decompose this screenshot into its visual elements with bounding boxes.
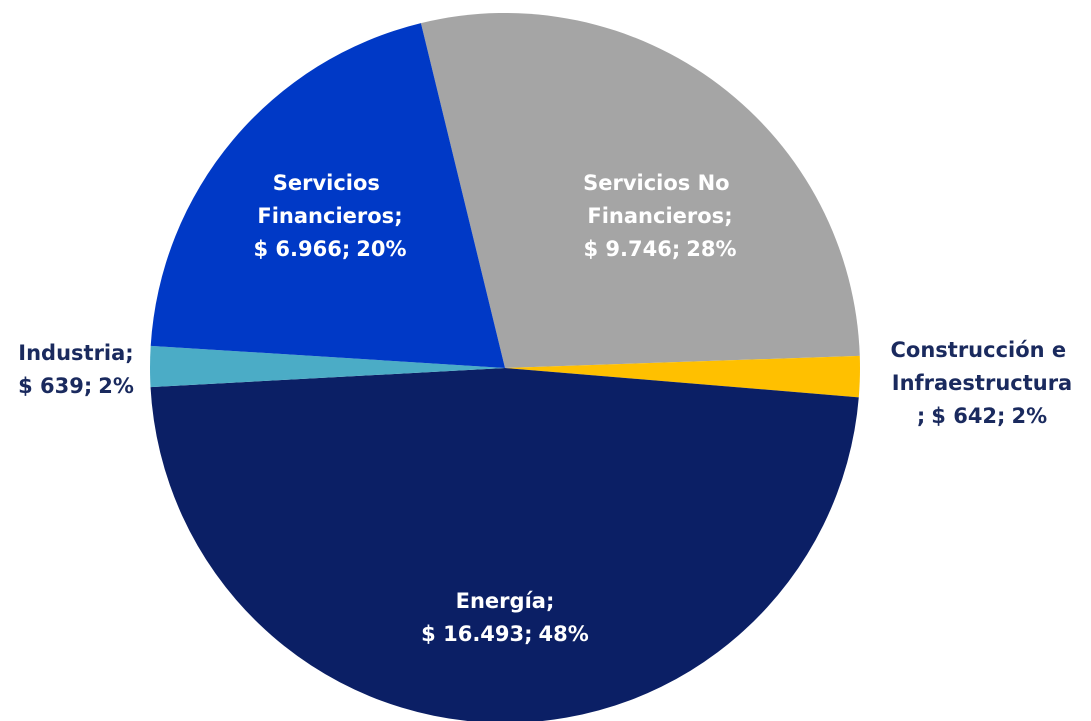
pie-slice bbox=[420, 12, 860, 368]
separator: ; bbox=[524, 622, 532, 646]
percent-label: 2% bbox=[98, 374, 134, 398]
percent-label: 20% bbox=[356, 237, 406, 261]
value-label: $ 6.966 bbox=[253, 237, 341, 261]
pie-slice bbox=[149, 345, 505, 388]
name-line: Energía bbox=[456, 589, 546, 613]
percent-label: 28% bbox=[686, 237, 736, 261]
value-label: $ 9.746 bbox=[583, 237, 671, 261]
value-label: $ 639 bbox=[18, 374, 84, 398]
category-name: Servicios No Financieros bbox=[583, 171, 737, 228]
category-name: Industria bbox=[18, 341, 125, 365]
separator: ; bbox=[84, 374, 92, 398]
category-name: Servicios Financieros bbox=[257, 171, 394, 228]
name-line: Servicios No bbox=[583, 171, 737, 195]
value-label: $ 16.493 bbox=[421, 622, 524, 646]
data-label: Industria; $ 639; 2% bbox=[18, 341, 134, 398]
percent-label: 48% bbox=[539, 622, 589, 646]
separator: ; bbox=[997, 404, 1005, 428]
separator: ; bbox=[394, 204, 402, 228]
name-line: Infraestructura bbox=[892, 371, 1072, 395]
separator: ; bbox=[917, 404, 925, 428]
data-label: Energía; $ 16.493; 48% bbox=[421, 589, 589, 646]
separator: ; bbox=[672, 237, 680, 261]
pie-slice bbox=[150, 23, 505, 368]
name-line: Servicios bbox=[273, 171, 388, 195]
data-label: Servicios No Financieros; $ 9.746; 28% bbox=[583, 171, 737, 261]
separator: ; bbox=[724, 204, 732, 228]
pie-slice bbox=[150, 368, 859, 721]
name-line: Construcción e bbox=[891, 338, 1074, 362]
value-label: $ 642 bbox=[931, 404, 997, 428]
data-label: Servicios Financieros; $ 6.966; 20% bbox=[253, 171, 406, 261]
name-line: Financieros bbox=[257, 204, 394, 228]
separator: ; bbox=[546, 589, 554, 613]
category-name: Energía bbox=[456, 589, 546, 613]
pie-slice bbox=[505, 355, 860, 398]
name-line: Industria bbox=[18, 341, 125, 365]
separator: ; bbox=[125, 341, 133, 365]
percent-label: 2% bbox=[1011, 404, 1047, 428]
category-name: Construcción e Infraestructura bbox=[891, 338, 1074, 395]
data-label: Construcción e Infraestructura; $ 642; 2% bbox=[891, 338, 1074, 428]
name-line: Financieros bbox=[587, 204, 724, 228]
separator: ; bbox=[342, 237, 350, 261]
